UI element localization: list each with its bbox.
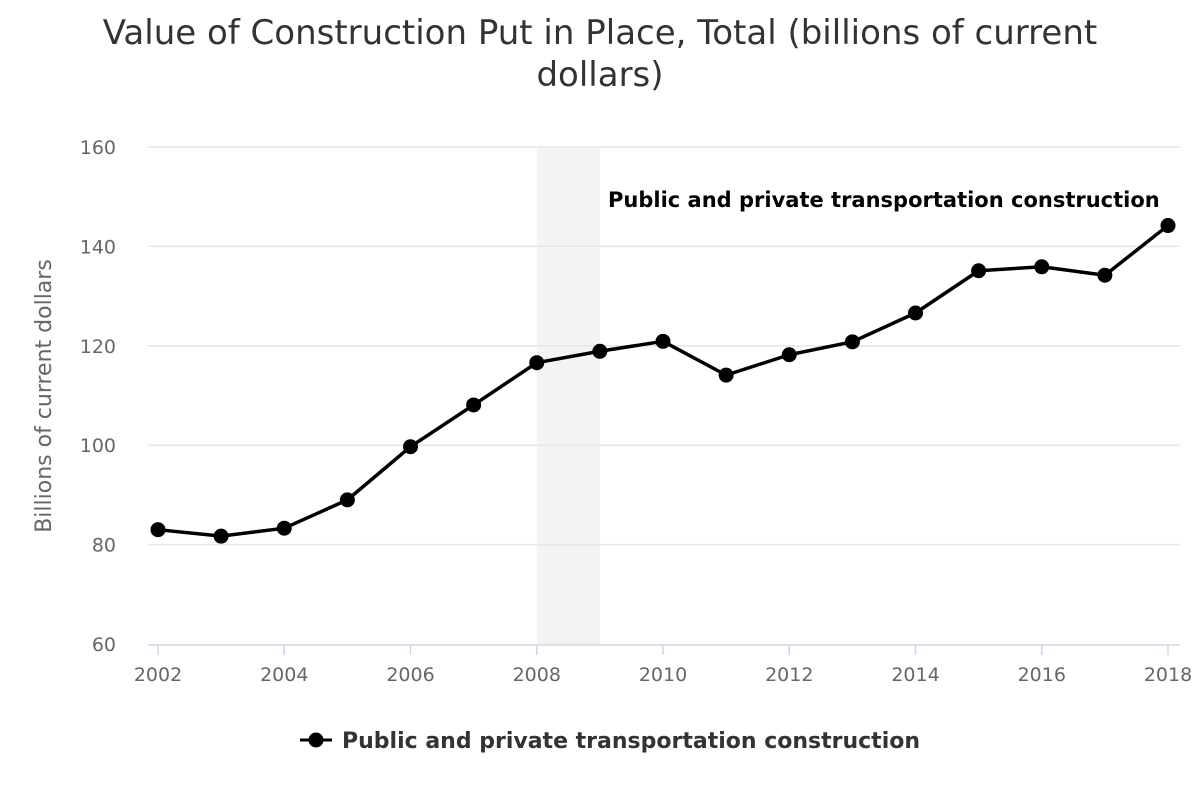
data-point[interactable] (1160, 218, 1176, 234)
data-point[interactable] (971, 263, 987, 279)
x-tick-label: 2010 (639, 664, 687, 686)
legend-label: Public and private transportation constr… (342, 729, 920, 754)
x-axis-tick-labels: 2002 2004 2006 2008 2010 2012 2014 2016 2018 (134, 664, 1192, 686)
data-point[interactable] (276, 520, 292, 536)
data-point[interactable] (466, 397, 482, 413)
series-layer (150, 218, 1176, 544)
shaded-band-layer (536, 147, 600, 644)
data-point[interactable] (592, 343, 608, 359)
data-point[interactable] (655, 333, 671, 349)
x-tick-label: 2018 (1144, 664, 1192, 686)
data-point[interactable] (213, 528, 229, 544)
legend[interactable]: Public and private transportation constr… (300, 729, 920, 754)
y-tick-label: 100 (80, 435, 116, 457)
x-tick-label: 2008 (513, 664, 561, 686)
data-point[interactable] (1097, 267, 1113, 283)
data-point[interactable] (844, 334, 860, 350)
data-point[interactable] (529, 355, 545, 371)
legend-marker-icon (308, 732, 324, 748)
y-tick-label: 60 (92, 634, 116, 656)
y-tick-label: 120 (80, 336, 116, 358)
x-tick-label: 2014 (891, 664, 939, 686)
data-point[interactable] (150, 522, 166, 538)
data-point[interactable] (781, 347, 797, 363)
chart-title: Value of Construction Put in Place, Tota… (102, 13, 1098, 95)
y-axis-title: Billions of current dollars (32, 259, 57, 533)
data-point[interactable] (718, 367, 734, 383)
x-tick-label: 2006 (386, 664, 434, 686)
data-point[interactable] (1034, 259, 1050, 275)
x-axis (148, 644, 1180, 655)
y-tick-label: 80 (92, 535, 116, 557)
series-annotation: Public and private transportation constr… (608, 188, 1160, 212)
y-tick-label: 140 (80, 236, 116, 258)
series-line (157, 224, 1170, 538)
y-tick-label: 160 (80, 137, 116, 159)
shaded-band (536, 147, 600, 644)
y-axis-tick-labels: 60 80 100 120 140 160 (80, 137, 116, 656)
data-point[interactable] (403, 439, 418, 455)
x-tick-label: 2004 (260, 664, 308, 686)
x-tick-label: 2002 (134, 664, 182, 686)
data-point[interactable] (339, 492, 355, 508)
x-tick-label: 2016 (1018, 664, 1066, 686)
x-tick-label: 2012 (765, 664, 813, 686)
data-point[interactable] (908, 305, 923, 321)
